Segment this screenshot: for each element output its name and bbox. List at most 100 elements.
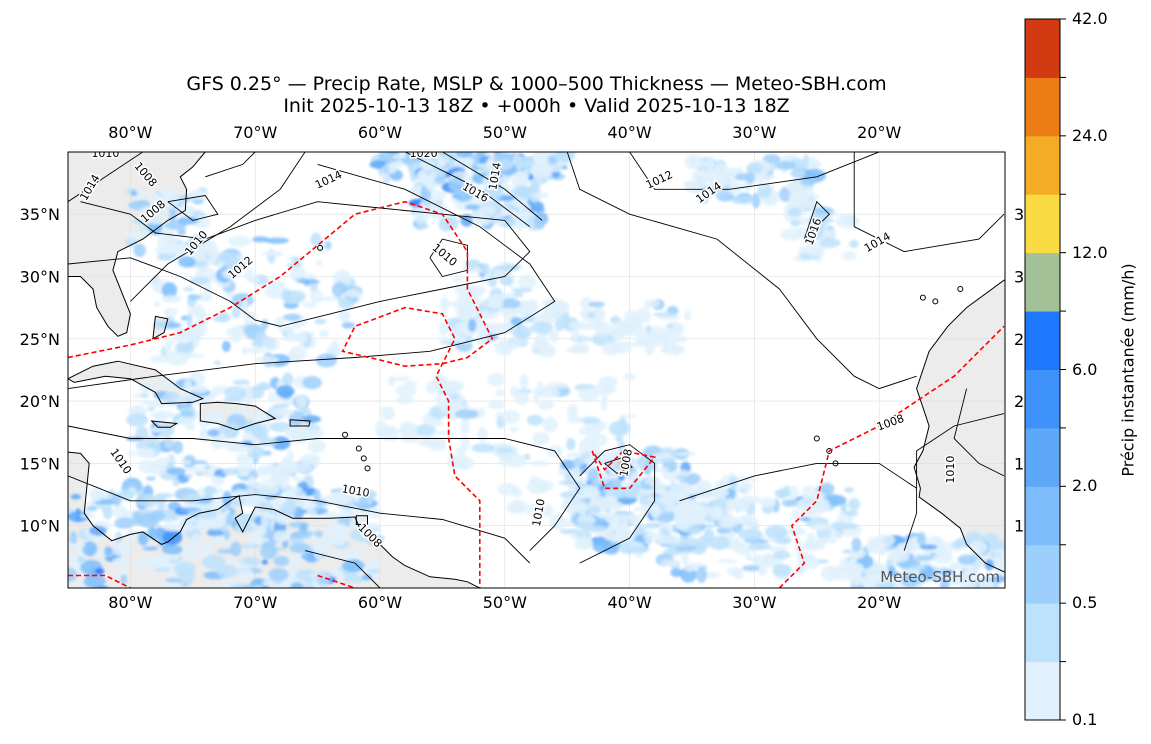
precip-cell [161, 194, 180, 209]
precip-cell [525, 510, 532, 515]
precip-cell [599, 496, 619, 502]
precip-cell [210, 435, 226, 450]
precip-cell [199, 426, 210, 443]
precip-cell [439, 296, 450, 313]
colorbar-tick-label: 42.0 [1072, 9, 1108, 28]
precip-cell [827, 228, 837, 240]
precip-cell [155, 246, 179, 255]
lon-tick-label: 40°W [608, 123, 652, 142]
precip-cell [228, 422, 240, 437]
precip-cell [141, 393, 148, 398]
precip-cell [695, 480, 713, 495]
precip-cell [619, 341, 637, 347]
precip-cell [104, 546, 113, 557]
precip-cell [225, 513, 234, 526]
precip-cell [165, 231, 178, 247]
precip-cell [601, 395, 609, 404]
precip-cell [545, 163, 564, 173]
precip-cell [127, 450, 135, 457]
precip-cell [735, 502, 746, 511]
precip-cell [511, 185, 532, 199]
precip-cell [79, 513, 97, 518]
precip-cell [692, 169, 713, 184]
precip-cell [161, 282, 178, 299]
precip-cell [286, 262, 303, 268]
precip-cell [666, 323, 675, 329]
precip-cell [465, 204, 481, 210]
precip-cell [152, 320, 169, 330]
precip-cell [648, 480, 666, 488]
precip-cell [617, 474, 626, 481]
precip-cell [594, 321, 612, 337]
precip-cell [646, 531, 658, 540]
precip-cell [307, 439, 326, 454]
precip-cell [681, 551, 689, 566]
precip-cell [183, 379, 193, 390]
precip-cell [177, 227, 187, 236]
precip-cell [566, 416, 584, 424]
precip-cell [440, 337, 451, 343]
precip-cell [151, 561, 176, 567]
precip-cell [501, 410, 520, 424]
isobar [68, 163, 556, 390]
precip-cell [163, 378, 176, 392]
precip-cell [228, 235, 252, 247]
precip-cell [725, 497, 735, 512]
precip-cell [239, 544, 263, 549]
precip-cell [723, 516, 744, 526]
precip-cell [181, 353, 205, 359]
precip-cell [291, 323, 299, 330]
precip-cell [515, 218, 525, 231]
precip-cell [303, 279, 310, 287]
lon-tick-label: 20°W [857, 593, 901, 612]
precip-cell [510, 316, 523, 326]
precip-cell [68, 519, 73, 526]
precip-cell [609, 478, 622, 490]
precip-cell [993, 583, 1000, 588]
isobar [442, 152, 543, 221]
precip-cell [673, 335, 688, 343]
precip-cell [175, 342, 190, 354]
precip-cell [709, 505, 724, 520]
precip-cell [514, 156, 535, 169]
precip-cell [978, 580, 994, 588]
precip-cell [156, 494, 166, 511]
precip-cell [683, 310, 692, 321]
precip-cell [250, 422, 264, 438]
precip-cell [148, 194, 165, 204]
precip-cell [255, 356, 280, 364]
precip-cell [511, 172, 529, 189]
precip-cell [182, 287, 194, 292]
precip-cell [455, 409, 479, 419]
precip-cell [252, 584, 264, 588]
precip-cell [897, 542, 911, 550]
colorbar-bin [1025, 661, 1060, 721]
precip-cell [538, 399, 554, 410]
precip-cell [221, 560, 246, 565]
lon-tick-label: 50°W [483, 593, 527, 612]
precip-cell [111, 542, 131, 557]
precip-cell [323, 511, 338, 519]
precip-cell [939, 566, 949, 574]
precip-cell [220, 580, 239, 586]
precip-cell [83, 574, 106, 588]
precip-cell [316, 353, 337, 368]
precip-cell [257, 501, 274, 513]
precip-cell [757, 181, 767, 189]
precip-cell [931, 551, 953, 564]
precip-cell [186, 466, 209, 473]
precip-cell [271, 403, 289, 409]
precip-cell [94, 568, 105, 575]
precip-cell [814, 498, 831, 513]
lat-tick-label: 15°N [20, 454, 60, 473]
lat-tick-label: 30°N [20, 268, 60, 287]
lon-tick-label: 60°W [358, 123, 402, 142]
precip-cell [478, 407, 485, 418]
precip-cell [706, 157, 714, 173]
precip-cell [532, 431, 550, 445]
colorbar-label: Précip instantanée (mm/h) [1118, 263, 1138, 477]
precip-cell [775, 537, 792, 545]
precip-cell [828, 530, 845, 538]
precip-cell [580, 485, 600, 498]
precip-cell [566, 437, 576, 451]
